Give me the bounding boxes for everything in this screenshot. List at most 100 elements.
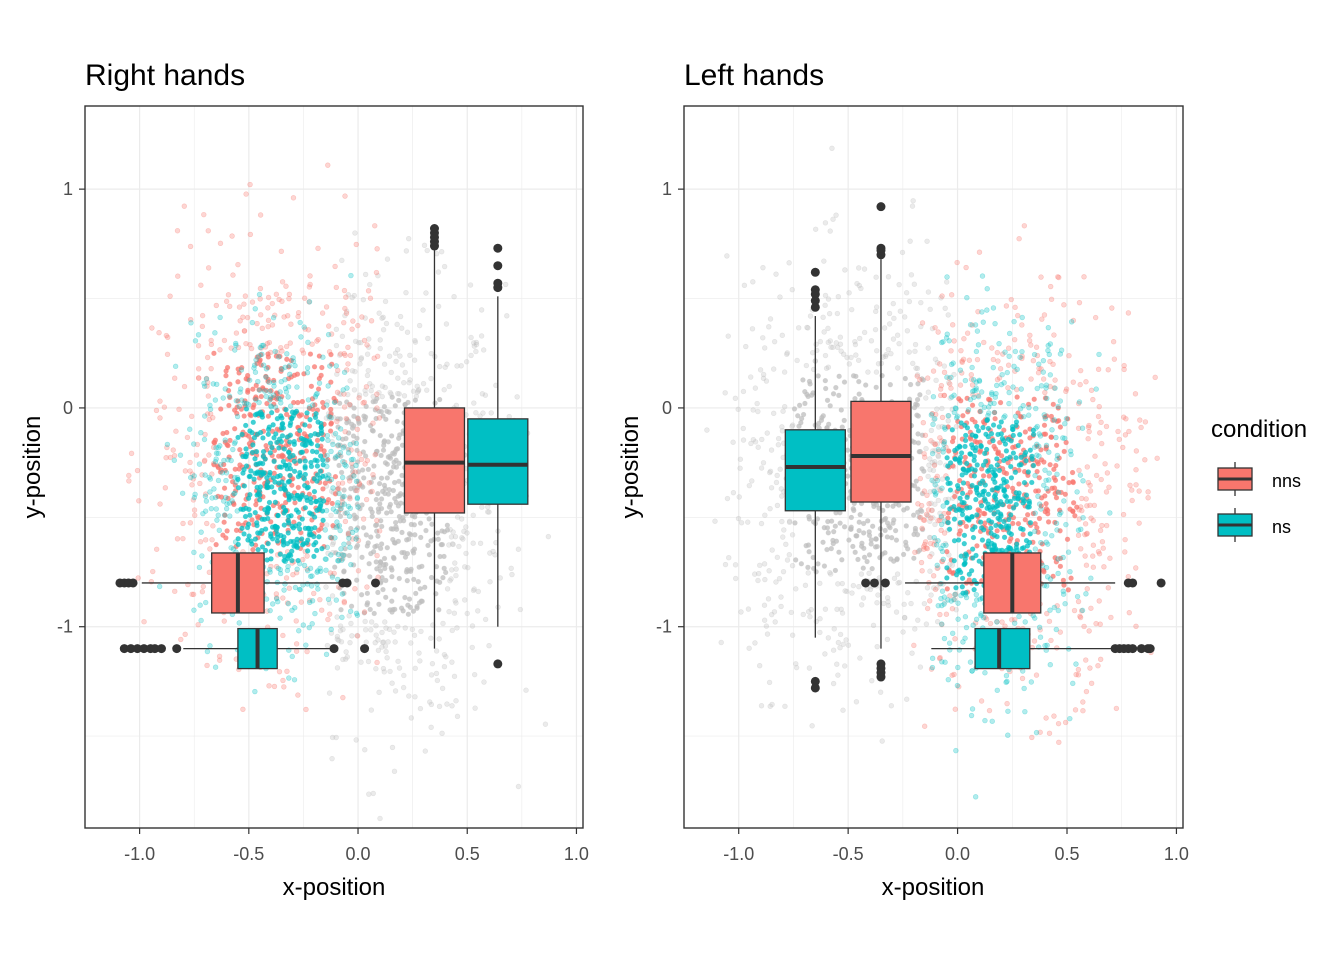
data-point-ns xyxy=(989,718,995,724)
data-point-nns xyxy=(355,322,361,329)
y-axis-title-left-hands: y-position xyxy=(617,416,644,519)
data-point-ns xyxy=(279,420,286,427)
data-point-other xyxy=(362,453,369,459)
data-point-other xyxy=(896,281,902,288)
data-point-nns xyxy=(987,620,994,627)
data-point-nns xyxy=(280,595,286,601)
data-point-other xyxy=(834,344,841,350)
data-point-other xyxy=(470,540,476,546)
data-point-other xyxy=(945,418,951,424)
data-point-nns xyxy=(968,372,975,378)
data-point-ns xyxy=(320,473,326,479)
data-point-nns xyxy=(182,468,189,474)
data-point-other xyxy=(362,387,368,394)
data-point-other xyxy=(383,510,390,516)
data-point-other xyxy=(373,666,379,672)
data-point-other xyxy=(370,428,376,434)
data-point-other xyxy=(358,659,364,665)
data-point-ns xyxy=(298,536,305,542)
data-point-ns xyxy=(353,440,359,447)
data-point-nns xyxy=(322,480,328,486)
data-point-ns xyxy=(320,354,326,360)
data-point-nns xyxy=(314,437,321,444)
data-point-other xyxy=(825,339,832,345)
data-point-ns xyxy=(298,334,304,340)
data-point-ns xyxy=(1017,525,1024,532)
data-point-other xyxy=(423,290,429,296)
data-point-ns xyxy=(955,568,961,574)
data-point-ns xyxy=(192,338,199,344)
data-point-ns xyxy=(1041,482,1047,488)
data-point-other xyxy=(408,715,415,721)
data-point-other xyxy=(852,395,858,402)
data-point-other xyxy=(365,658,372,665)
data-point-other xyxy=(725,333,731,339)
data-point-nns xyxy=(189,413,195,420)
data-point-other xyxy=(704,427,710,433)
data-point-other xyxy=(395,390,401,397)
data-point-ns xyxy=(292,362,298,369)
data-point-ns xyxy=(1035,493,1041,500)
data-point-other xyxy=(389,744,396,751)
data-point-other xyxy=(796,402,803,408)
data-point-other xyxy=(944,279,950,285)
data-point-ns xyxy=(1046,449,1052,455)
data-point-nns xyxy=(240,706,246,713)
data-point-other xyxy=(440,620,446,627)
data-point-ns xyxy=(309,573,315,579)
data-point-ns xyxy=(996,467,1003,474)
data-point-ns xyxy=(1012,413,1019,420)
data-point-other xyxy=(504,313,510,319)
data-point-ns xyxy=(330,441,336,448)
data-point-other xyxy=(786,260,792,266)
data-point-ns xyxy=(978,389,985,395)
data-point-other xyxy=(344,654,351,660)
data-point-nns xyxy=(184,434,191,441)
data-point-other xyxy=(773,479,780,486)
data-point-other xyxy=(891,575,898,582)
data-point-other xyxy=(341,568,347,574)
data-point-nns xyxy=(230,272,236,278)
data-point-nns xyxy=(943,611,950,617)
data-point-other xyxy=(402,625,408,631)
data-point-other xyxy=(761,561,768,567)
data-point-ns xyxy=(1016,462,1023,468)
data-point-ns xyxy=(314,463,321,469)
data-point-other xyxy=(413,590,419,597)
data-point-other xyxy=(380,639,386,646)
data-point-nns xyxy=(241,413,247,419)
data-point-nns xyxy=(1082,521,1089,527)
data-point-other xyxy=(911,555,917,561)
data-point-other xyxy=(910,198,916,204)
data-point-other xyxy=(448,534,455,540)
data-point-nns xyxy=(175,273,181,279)
data-point-ns xyxy=(328,552,334,558)
data-point-other xyxy=(758,703,765,709)
data-point-ns xyxy=(939,548,946,555)
data-point-other xyxy=(857,335,863,342)
data-point-other xyxy=(822,377,829,384)
data-point-other xyxy=(399,529,405,536)
data-point-nns xyxy=(964,330,971,336)
data-point-nns xyxy=(342,428,348,435)
data-point-ns xyxy=(253,448,260,455)
data-point-ns xyxy=(335,551,342,558)
data-point-ns xyxy=(1027,520,1034,526)
data-point-ns xyxy=(1047,372,1053,378)
data-point-nns xyxy=(1028,376,1034,382)
data-point-nns xyxy=(1095,413,1102,420)
data-point-ns xyxy=(1021,685,1027,692)
outlier-point xyxy=(493,261,503,271)
data-point-nns xyxy=(1033,344,1040,350)
data-point-nns xyxy=(273,591,280,597)
data-point-other xyxy=(370,790,376,797)
data-point-other xyxy=(846,290,852,296)
data-point-nns xyxy=(1083,496,1089,502)
data-point-nns xyxy=(994,376,1001,383)
data-point-nns xyxy=(304,553,310,559)
data-point-nns xyxy=(210,414,216,421)
data-point-other xyxy=(439,685,446,692)
data-point-other xyxy=(351,292,357,299)
data-point-other xyxy=(724,495,731,502)
data-point-ns xyxy=(302,471,309,478)
